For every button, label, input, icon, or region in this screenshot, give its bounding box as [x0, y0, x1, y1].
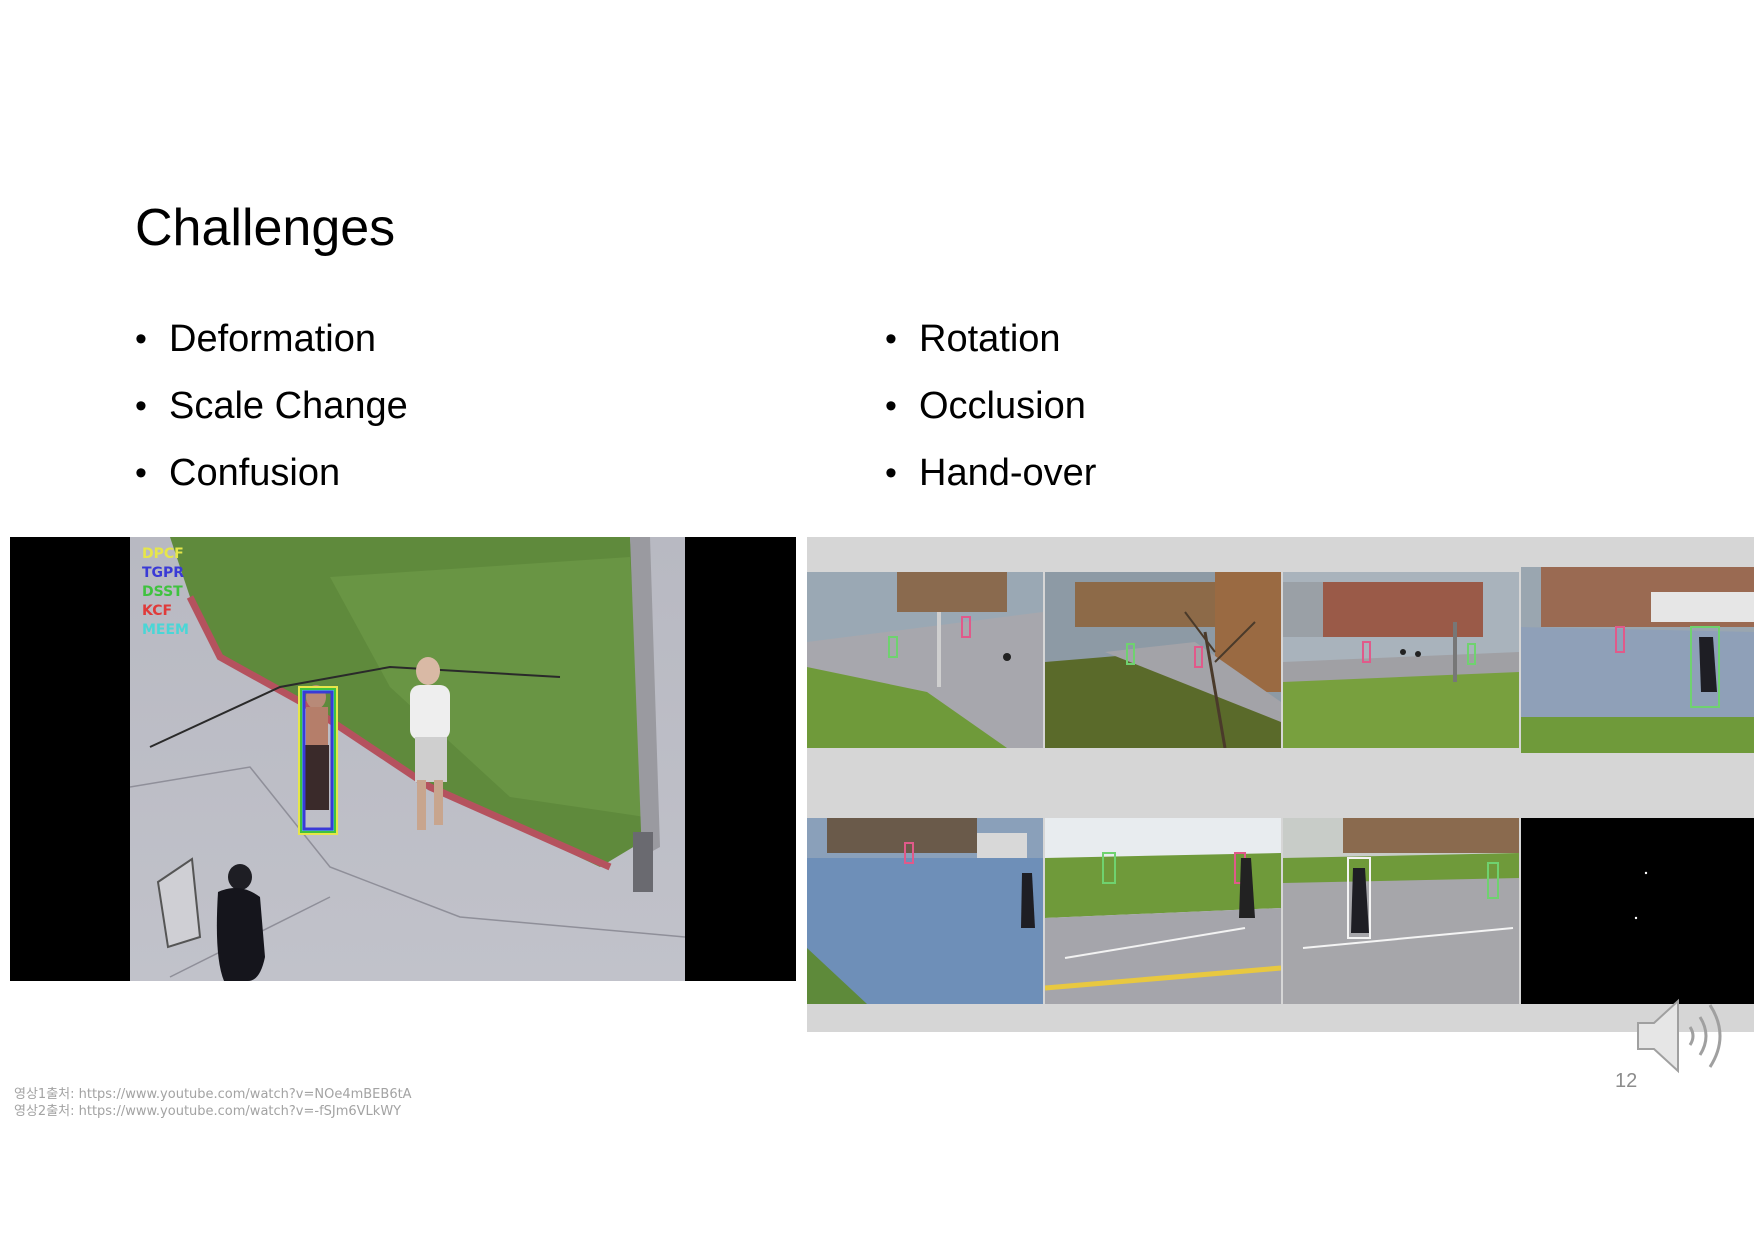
- page-number: 12: [1615, 1070, 1638, 1092]
- camera-view-2: [1045, 572, 1281, 748]
- legend-tgpr: TGPR: [142, 565, 185, 581]
- scene-illustration: [130, 537, 685, 981]
- tracking-video-2[interactable]: [807, 537, 1754, 1032]
- bullet-item: Hand-over: [885, 440, 1096, 507]
- legend-kcf: KCF: [142, 603, 173, 619]
- tracker-legend: DPCF TGPR DSST KCF MEEM: [142, 545, 189, 640]
- bullet-item: Deformation: [135, 306, 408, 373]
- slide-title: Challenges: [135, 199, 396, 257]
- camera-view-6: [1045, 818, 1281, 1004]
- camera-view-7: [1283, 818, 1519, 1004]
- camera-view-5: [807, 818, 1043, 1004]
- bullet-item: Scale Change: [135, 373, 408, 440]
- credit-line: 영상1출처: https://www.youtube.com/watch?v=N…: [14, 1087, 412, 1102]
- bullet-list-left: Deformation Scale Change Confusion: [135, 306, 408, 507]
- credit-line: 영상2출처: https://www.youtube.com/watch?v=-…: [14, 1104, 402, 1119]
- speaker-icon[interactable]: [1632, 995, 1738, 1077]
- bullet-item: Confusion: [135, 440, 408, 507]
- legend-dpcf: DPCF: [142, 546, 184, 562]
- camera-view-4: [1521, 567, 1754, 753]
- bullet-item: Occlusion: [885, 373, 1096, 440]
- camera-view-3: [1283, 572, 1519, 748]
- video-frame: DPCF TGPR DSST KCF MEEM: [130, 537, 685, 981]
- tracking-video-1[interactable]: DPCF TGPR DSST KCF MEEM: [10, 537, 796, 981]
- source-credits: 영상1출처: https://www.youtube.com/watch?v=N…: [14, 1086, 412, 1120]
- camera-view-8: [1521, 818, 1754, 1004]
- legend-dsst: DSST: [142, 584, 183, 600]
- bullet-item: Rotation: [885, 306, 1096, 373]
- camera-view-1: [807, 572, 1043, 748]
- bullet-list-right: Rotation Occlusion Hand-over: [885, 306, 1096, 507]
- legend-meem: MEEM: [142, 622, 189, 638]
